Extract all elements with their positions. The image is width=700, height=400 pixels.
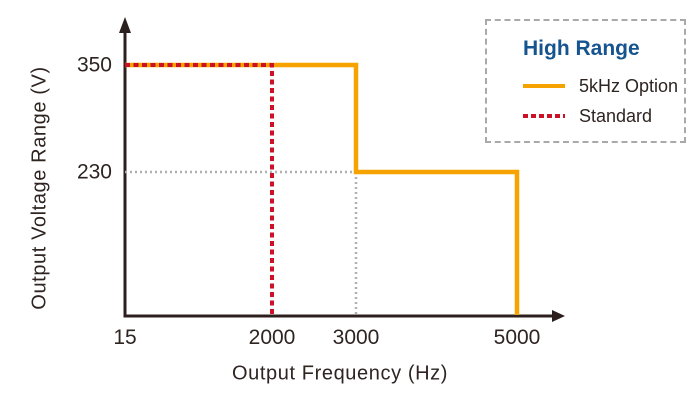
- x-tick-label-3000: 3000: [332, 326, 380, 349]
- y-axis-arrow-icon: [119, 17, 131, 33]
- legend-swatch-solid-orange-line: [523, 84, 565, 88]
- y-axis-title: Output Voltage Range (V): [28, 66, 51, 310]
- legend-swatch-dashed-red-line: [523, 114, 565, 118]
- y-tick-label-350: 350: [76, 53, 112, 77]
- x-tick-label-2000: 2000: [248, 326, 296, 349]
- legend-box: High Range 5kHz Option Standard: [485, 19, 686, 143]
- legend-item-5khz-option: 5kHz Option: [523, 73, 684, 99]
- x-tick-label-15: 15: [113, 326, 137, 349]
- series-line-5khz-option: [125, 62, 520, 315]
- legend-label-standard: Standard: [579, 105, 653, 126]
- x-axis-title: Output Frequency (Hz): [231, 362, 449, 385]
- legend-title: High Range: [523, 37, 640, 60]
- x-tick-label-5000: 5000: [493, 326, 541, 349]
- x-axis-arrow-icon: [552, 310, 565, 322]
- legend-item-standard: Standard: [523, 103, 684, 129]
- series-line-standard: [125, 63, 274, 315]
- y-tick-label-230: 230: [76, 160, 112, 184]
- legend-label-5khz-option: 5kHz Option: [579, 75, 679, 96]
